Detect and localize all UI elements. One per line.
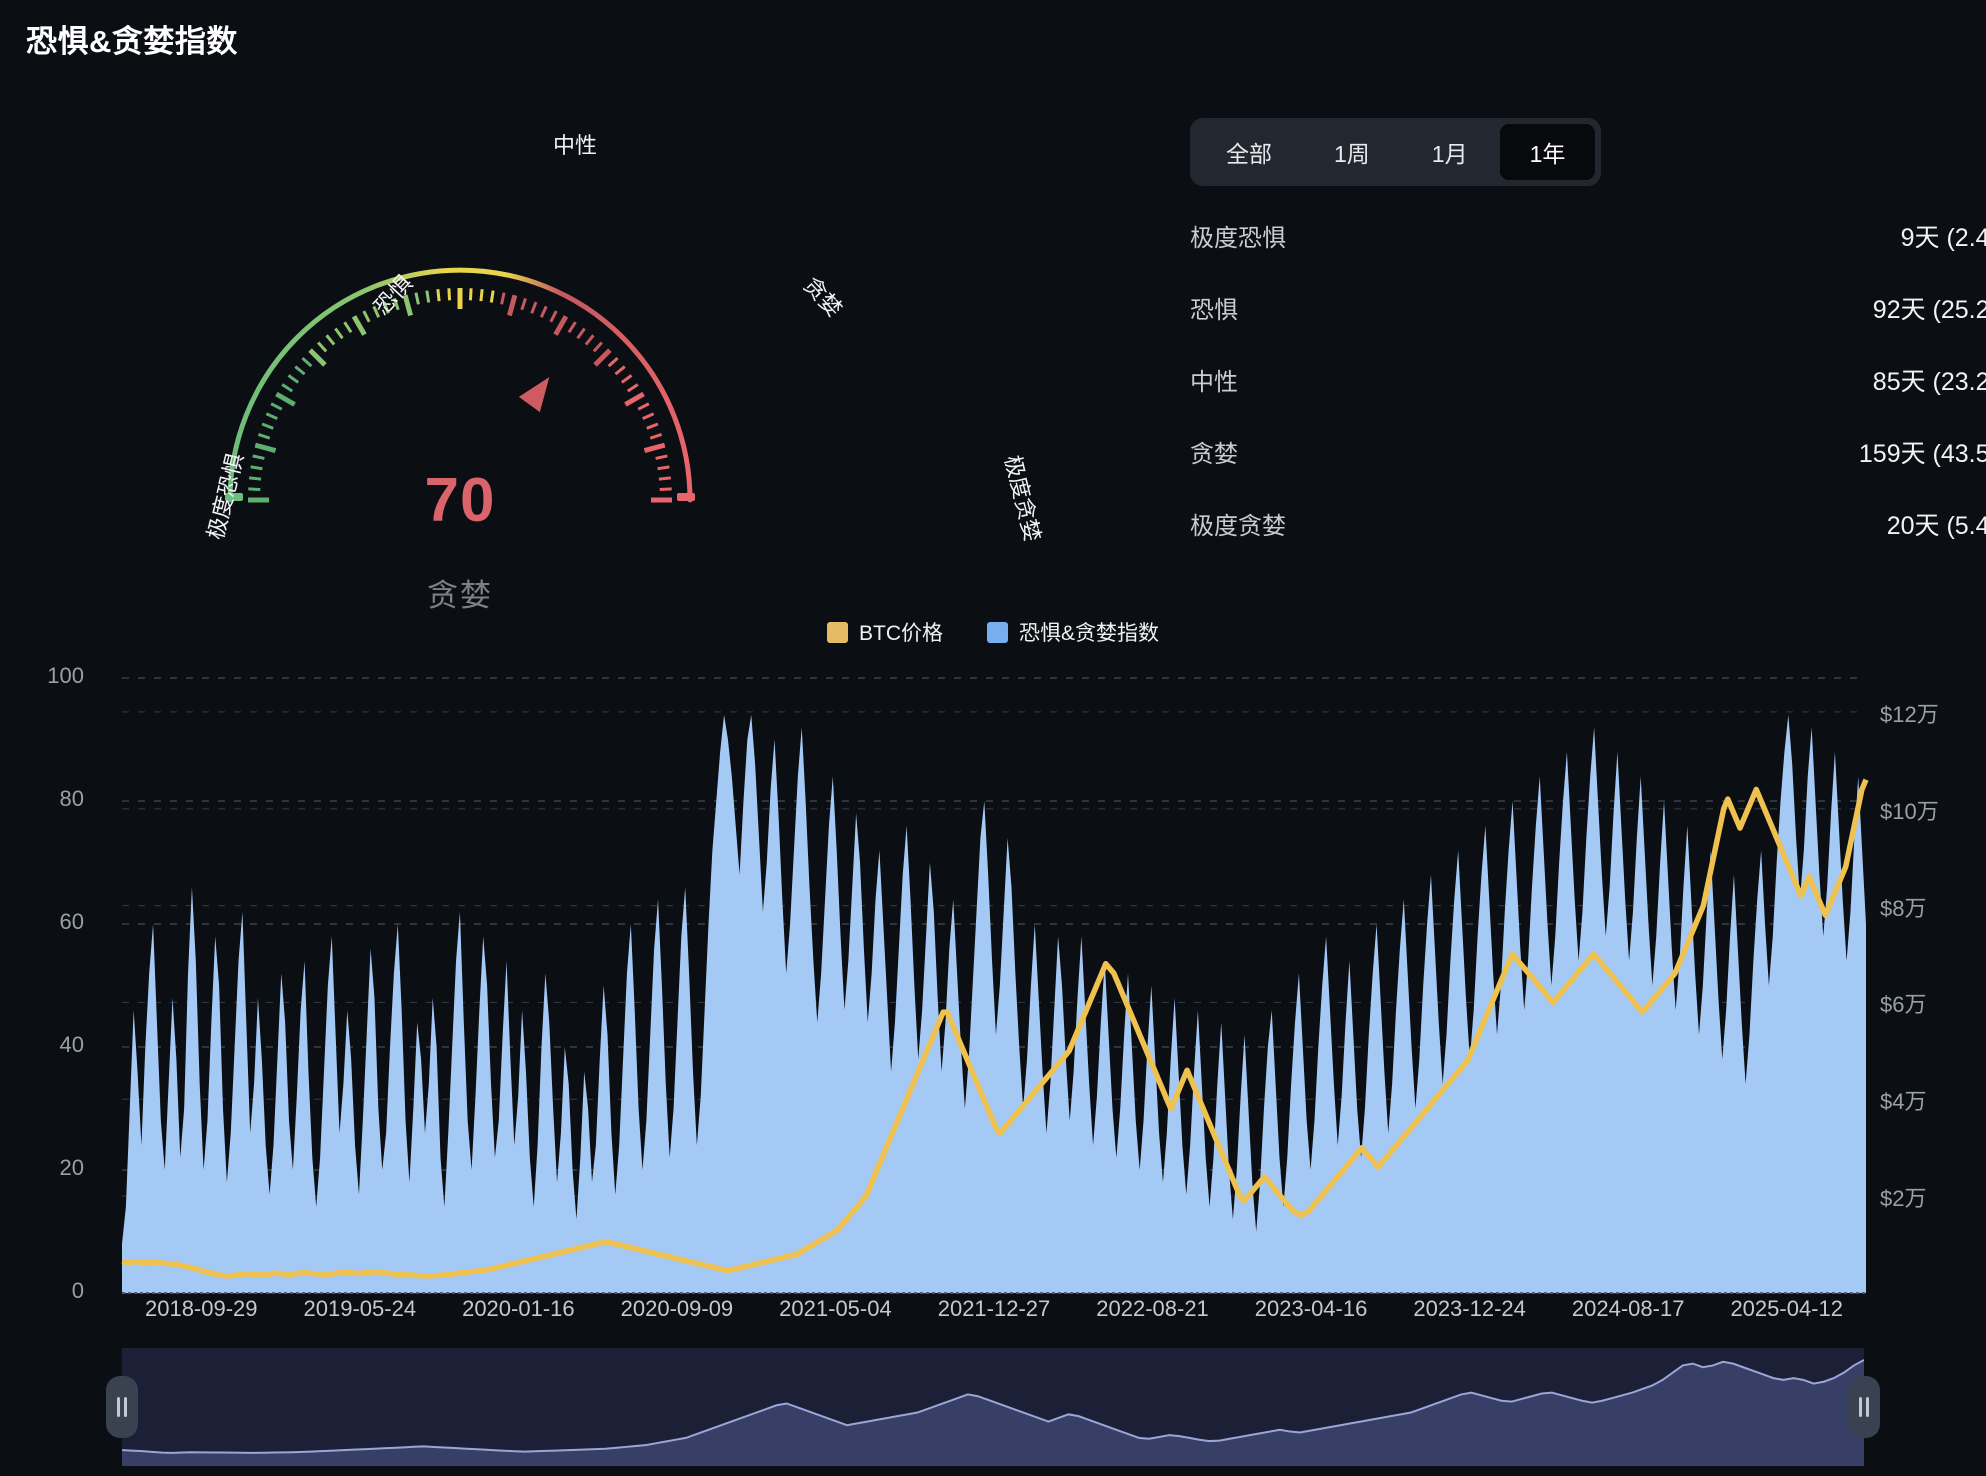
y-axis-right-tick: $6万 [1880,992,1927,1018]
y-axis-left-tick: 80 [59,786,84,811]
x-axis-tick: 2025-04-12 [1730,1296,1843,1321]
brush-handle-bar [117,1397,120,1417]
gauge-sentiment: 贪婪 [427,578,493,613]
time-range-selector[interactable]: 全部 1周 1月 1年 [1190,118,1602,186]
x-axis-tick: 2020-01-16 [462,1296,575,1321]
legend-item[interactable]: 恐惧&贪婪指数 [986,617,1159,647]
gauge-label-neutral: 中性 [553,133,598,158]
range-button-1月[interactable]: 1月 [1402,124,1498,180]
y-axis-right-tick: $8万 [1880,895,1927,921]
brush-handle-bar [1859,1397,1862,1417]
gauge-arc [227,267,693,503]
stat-label: 极度贪婪 [1190,513,1286,540]
brush-handle-bar [124,1397,127,1417]
x-axis-tick: 2022-08-21 [1096,1296,1209,1321]
x-axis-tick: 2024-08-17 [1571,1296,1685,1321]
range-button-1周[interactable]: 1周 [1304,124,1400,180]
gauge-tick-marks [248,288,672,503]
stat-row: 贪婪 159天 (43.56%) [1190,434,1986,506]
legend-item[interactable]: BTC价格 [826,617,943,647]
gauge-svg [225,267,695,503]
stat-label: 中性 [1190,369,1238,396]
stat-label: 恐惧 [1190,297,1238,324]
legend-swatch [986,621,1008,643]
x-axis-tick: 2021-12-27 [937,1296,1051,1321]
brush-handle-left[interactable] [106,1376,138,1438]
stat-value: 9天 (2.47%) [1900,224,1986,252]
gauge-arc-end-cap [677,493,695,501]
y-axis-right-tick: $12万 [1880,701,1939,727]
range-button-1年[interactable]: 1年 [1499,124,1596,180]
y-axis-left-tick: 20 [59,1155,84,1180]
chart-legend[interactable]: BTC价格 恐惧&贪婪指数 [0,617,1986,647]
y-axis-left-tick: 100 [47,663,84,688]
brush-handle-right[interactable] [1848,1376,1880,1438]
gauge-arc-start-cap [225,493,243,501]
stat-row: 中性 85天 (23.29%) [1190,362,1986,434]
y-axis-right-tick: $10万 [1880,798,1939,824]
y-axis-right-tick: $4万 [1880,1089,1927,1115]
stat-label: 贪婪 [1190,441,1238,468]
sentiment-stats-table: 极度恐惧 9天 (2.47%) 恐惧 92天 (25.21%) 中性 85天 (23.29… [1190,218,1986,578]
stat-value: 20天 (5.48%) [1886,512,1986,540]
chart-plot-svg [121,677,1869,1294]
x-axis-tick: 2018-09-29 [144,1296,258,1321]
y-axis-left-tick: 60 [59,909,84,934]
gauge-label-extreme-greed: 极度贪婪 [999,452,1046,545]
stat-label: 极度恐惧 [1190,225,1286,252]
stat-value: 85天 (23.29%) [1872,368,1986,396]
brush-overview-svg [122,1348,1864,1466]
x-axis-tick: 2020-09-09 [620,1296,734,1321]
fear-greed-price-chart[interactable]: coinglass 020406080100$2万$4万$6万$8万$10万$1… [0,660,1986,1321]
y-axis-right-tick: $2万 [1880,1186,1927,1212]
y-axis-left-tick: 0 [71,1278,84,1303]
stat-value: 92天 (25.21%) [1872,296,1986,324]
stat-row: 极度恐惧 9天 (2.47%) [1190,218,1986,290]
gauge-needle [518,377,550,413]
range-button-全部[interactable]: 全部 [1196,124,1302,180]
page-title: 恐惧&贪婪指数 [26,24,238,59]
stat-row: 恐惧 92天 (25.21%) [1190,290,1986,362]
chart-range-brush[interactable] [106,1348,1880,1466]
x-axis-tick: 2021-05-04 [779,1296,892,1321]
stat-value: 159天 (43.56%) [1858,440,1986,468]
x-axis-tick: 2019-05-24 [303,1296,417,1321]
y-axis-left-tick: 40 [59,1032,84,1057]
x-axis-tick: 2023-04-16 [1254,1296,1368,1321]
fear-greed-gauge: 中性 恐惧 贪婪 极度恐惧 极度贪婪 70 贪婪 [90,100,1046,613]
brush-handle-bar [1866,1397,1869,1417]
legend-swatch [826,621,848,643]
x-axis-tick: 2023-12-24 [1413,1296,1526,1321]
stat-row: 极度贪婪 20天 (5.48%) [1190,506,1986,578]
legend-label: BTC价格 [858,622,943,645]
legend-label: 恐惧&贪婪指数 [1018,622,1159,645]
gauge-value: 70 [424,466,496,535]
